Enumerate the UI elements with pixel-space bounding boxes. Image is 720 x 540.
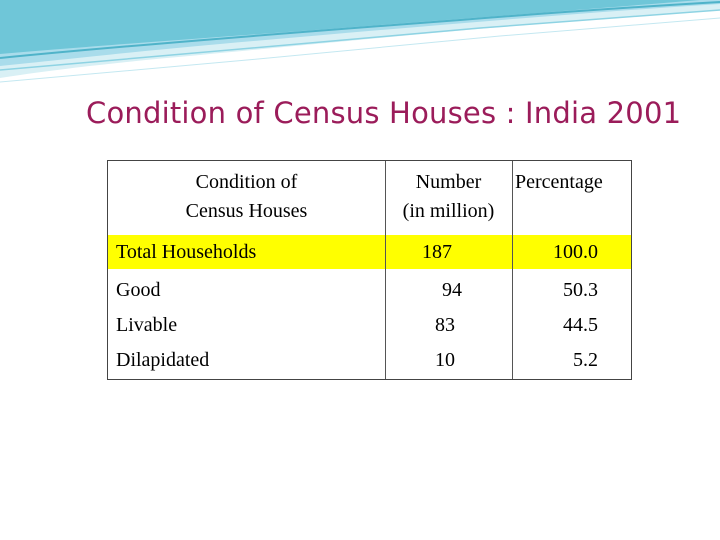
column-divider [385, 161, 386, 379]
row-percent: 100.0 [553, 241, 598, 263]
column-divider [512, 161, 513, 379]
row-label: Good [116, 279, 161, 301]
row-percent: 44.5 [563, 314, 598, 336]
row-label: Total Households [116, 241, 257, 263]
row-number: 187 [422, 241, 452, 263]
header-percentage: Percentage [515, 171, 603, 193]
header-condition-line1: Condition of [195, 171, 298, 193]
highlight-row-background [108, 235, 631, 269]
header-number-line2: (in million) [402, 200, 495, 222]
row-label: Dilapidated [116, 349, 210, 371]
header-number-line1: Number [415, 171, 482, 193]
row-number: 83 [435, 314, 455, 336]
row-number: 94 [442, 279, 462, 301]
decorative-banner [0, 0, 720, 83]
header-condition-line2: Census Houses [185, 200, 308, 222]
census-table: Condition of Census Houses Number (in mi… [107, 160, 632, 380]
row-percent: 5.2 [573, 349, 598, 371]
row-percent: 50.3 [563, 279, 598, 301]
row-number: 10 [435, 349, 455, 371]
row-label: Livable [116, 314, 178, 336]
slide-title: Condition of Census Houses : India 2001 [86, 96, 682, 130]
